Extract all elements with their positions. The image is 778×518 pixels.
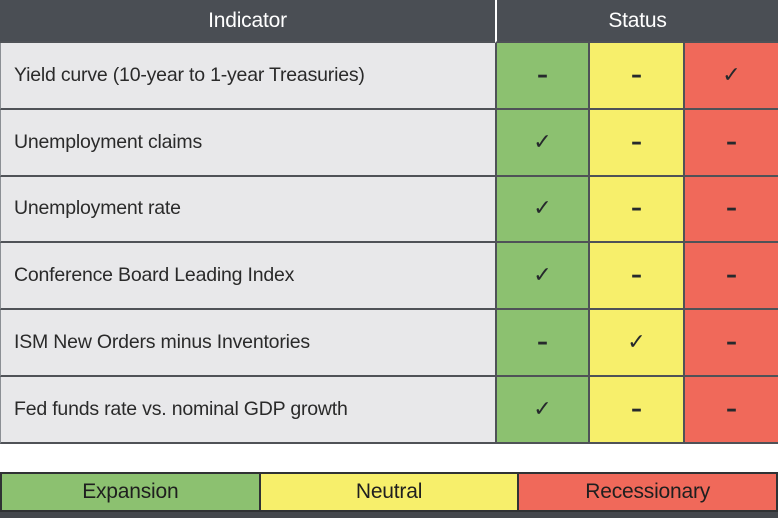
status-cell-recessionary: ✓ bbox=[683, 43, 778, 110]
status-cell-expansion: ✓ bbox=[495, 176, 588, 244]
indicator-cell-conference-board-leading-index: Conference Board Leading Index bbox=[0, 243, 495, 311]
status-cell-neutral: – bbox=[588, 176, 683, 244]
column-header-status: Status bbox=[495, 0, 778, 43]
bottom-border-bar bbox=[0, 511, 778, 518]
status-cell-recessionary: – bbox=[683, 243, 778, 311]
status-cell-neutral: ✓ bbox=[588, 310, 683, 377]
status-cell-expansion: ✓ bbox=[495, 376, 588, 444]
status-cell-neutral: – bbox=[588, 376, 683, 444]
status-cell-neutral: – bbox=[588, 43, 683, 110]
status-cell-expansion: – bbox=[495, 43, 588, 110]
status-cell-recessionary: – bbox=[683, 310, 778, 377]
legend-item-recessionary: Recessionary bbox=[517, 473, 778, 510]
legend-bar: Expansion Neutral Recessionary bbox=[0, 471, 778, 512]
status-cell-recessionary: – bbox=[683, 109, 778, 177]
status-cell-neutral: – bbox=[588, 109, 683, 177]
status-cell-neutral: – bbox=[588, 243, 683, 311]
column-header-indicator: Indicator bbox=[0, 0, 495, 43]
spacer bbox=[0, 443, 778, 472]
indicator-cell-yield-curve: Yield curve (10-year to 1-year Treasurie… bbox=[0, 43, 495, 110]
legend-item-neutral: Neutral bbox=[258, 473, 518, 510]
indicator-cell-unemployment-rate: Unemployment rate bbox=[0, 176, 495, 244]
legend-item-expansion: Expansion bbox=[0, 473, 259, 510]
status-cell-expansion: ✓ bbox=[495, 109, 588, 177]
status-cell-recessionary: – bbox=[683, 376, 778, 444]
indicator-cell-fed-funds-rate-vs-nominal-gdp-growth: Fed funds rate vs. nominal GDP growth bbox=[0, 376, 495, 444]
status-cell-recessionary: – bbox=[683, 176, 778, 244]
status-cell-expansion: ✓ bbox=[495, 243, 588, 311]
indicator-cell-ism-new-orders-minus-inventories: ISM New Orders minus Inventories bbox=[0, 310, 495, 377]
indicator-status-table: Indicator Status Yield curve (10-year to… bbox=[0, 0, 778, 444]
status-cell-expansion: – bbox=[495, 310, 588, 377]
indicator-cell-unemployment-claims: Unemployment claims bbox=[0, 109, 495, 177]
